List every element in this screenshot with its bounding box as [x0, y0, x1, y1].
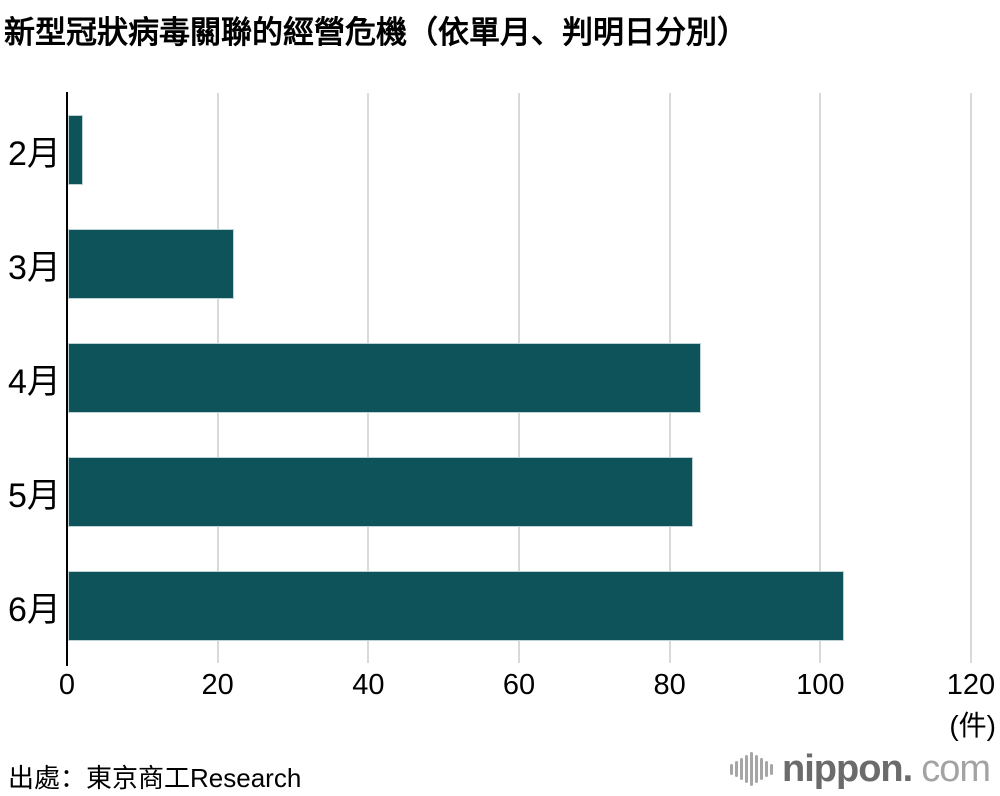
nippon-logo: nippon. com	[730, 748, 991, 790]
bar-5月	[68, 457, 694, 527]
source-label: 出處：東京商工Research	[8, 763, 302, 793]
plot-area	[66, 92, 972, 666]
x-tick-label: 100	[796, 669, 845, 701]
y-tick-label: 5月	[8, 476, 61, 515]
y-tick-label: 2月	[8, 134, 61, 173]
logo-text-light: com	[921, 748, 991, 790]
x-tick-label: 80	[653, 669, 686, 701]
bar-6月	[68, 571, 844, 641]
gridline	[970, 93, 972, 663]
x-tick-label: 60	[502, 669, 536, 701]
y-axis-line	[66, 92, 68, 666]
logo-text-bold: nippon.	[782, 748, 913, 790]
y-tick-label: 6月	[8, 590, 61, 629]
x-tick-label: 40	[352, 669, 385, 701]
x-tick-label: 20	[201, 669, 234, 701]
y-tick-label: 4月	[8, 362, 61, 401]
y-tick-label: 3月	[8, 248, 61, 287]
axis-unit-label: (件)	[949, 710, 996, 741]
x-tick-label: 120	[946, 669, 996, 701]
bar-4月	[68, 343, 701, 413]
chart-title: 新型冠狀病毒關聯的經營危機（依單月、判明日分別）	[4, 15, 748, 50]
gridline	[819, 93, 822, 663]
waveform-icon	[730, 750, 774, 788]
x-tick-label: 0	[58, 669, 76, 701]
bar-2月	[68, 115, 84, 185]
bar-3月	[68, 229, 234, 299]
